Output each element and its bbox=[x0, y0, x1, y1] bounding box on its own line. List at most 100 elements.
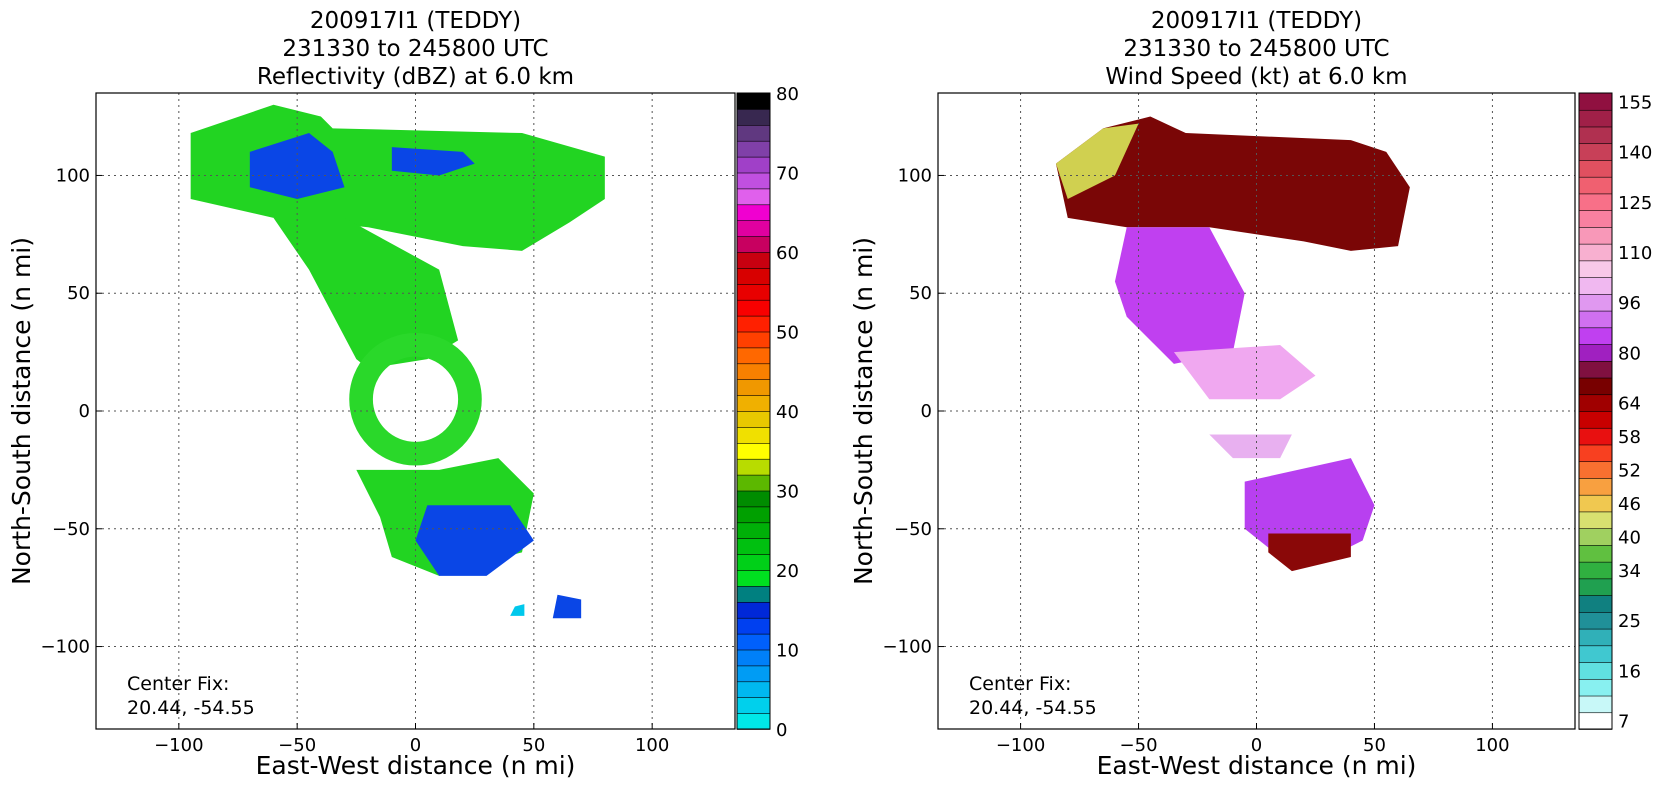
colorbar-bin bbox=[736, 521, 771, 539]
colorbar-bin bbox=[736, 696, 771, 714]
x-axis-label: East-West distance (n mi) bbox=[256, 751, 576, 780]
colorbar-bin bbox=[1578, 594, 1613, 613]
colorbar-bin bbox=[736, 585, 771, 603]
field-layer bbox=[190, 104, 605, 619]
swath-south-red bbox=[1268, 533, 1351, 572]
x-axis-label: East-West distance (n mi) bbox=[1097, 751, 1417, 780]
axis-ticks: −100 −50 0 50 100 −100 −50 0 50 100 bbox=[41, 165, 670, 756]
colorbar-tick-label: 80 bbox=[776, 84, 799, 105]
colorbar-bin bbox=[1578, 293, 1613, 312]
colorbar-bin bbox=[1578, 661, 1613, 680]
colorbar-bin bbox=[736, 617, 771, 635]
colorbar-bin bbox=[736, 474, 771, 492]
x-tick-label: −50 bbox=[278, 735, 316, 756]
colorbar-bin bbox=[1578, 695, 1613, 714]
colorbar-bin bbox=[1578, 578, 1613, 596]
x-tick-label: 100 bbox=[1475, 735, 1509, 756]
panel-wind-speed: −100 −50 0 50 100 −100 −50 0 50 100 200917I1 (TEDD… bbox=[849, 8, 1652, 780]
colorbar-tick-label: 25 bbox=[1618, 611, 1641, 632]
colorbar-tick-label: 40 bbox=[1618, 528, 1641, 549]
colorbar-tick-label: 125 bbox=[1618, 193, 1652, 214]
colorbar-bin bbox=[736, 267, 771, 285]
colorbar-bin bbox=[1578, 243, 1613, 262]
colorbar-bin bbox=[736, 553, 771, 571]
colorbar-bin bbox=[736, 92, 771, 110]
colorbar-bin bbox=[1578, 444, 1613, 463]
colorbar-bin bbox=[736, 633, 771, 651]
field-layer bbox=[1055, 116, 1410, 572]
swath-eyewall-arc bbox=[1173, 345, 1316, 400]
chart-title-line-1: 200917I1 (TEDDY) bbox=[310, 8, 521, 34]
colorbar-tick-label: 64 bbox=[1618, 394, 1641, 415]
x-tick-label: 100 bbox=[635, 735, 669, 756]
colorbar-bin bbox=[736, 506, 771, 524]
colorbar-bin bbox=[736, 124, 771, 142]
swath-blue-core-mid bbox=[391, 147, 475, 176]
x-tick-label: 0 bbox=[410, 735, 421, 756]
y-tick-label: 100 bbox=[898, 165, 932, 186]
colorbar-bin bbox=[736, 426, 771, 444]
colorbar-bin bbox=[1578, 711, 1613, 730]
colorbar-bin bbox=[736, 251, 771, 269]
chart-title-line-2: 231330 to 245800 UTC bbox=[282, 36, 548, 62]
swath-arm bbox=[1114, 227, 1245, 364]
colorbar-bin bbox=[1578, 561, 1613, 580]
colorbar-bin bbox=[1578, 209, 1613, 228]
colorbar-bin bbox=[1578, 511, 1613, 529]
y-tick-label: −50 bbox=[894, 519, 932, 540]
colorbar-bin bbox=[1578, 377, 1613, 396]
colorbar-bin bbox=[736, 490, 771, 508]
chart-title-line-3: Reflectivity (dBZ) at 6.0 km bbox=[257, 64, 574, 90]
colorbar-bin bbox=[1578, 176, 1613, 195]
colorbar-bin bbox=[736, 188, 771, 206]
colorbar-bin bbox=[736, 362, 771, 380]
colorbar-bin bbox=[736, 601, 771, 619]
swath-small-echo bbox=[510, 604, 525, 616]
colorbar-bin bbox=[736, 378, 771, 396]
colorbar-tick-label: 7 bbox=[1618, 712, 1629, 733]
colorbar-tick-label: 0 bbox=[776, 720, 787, 741]
y-tick-label: −100 bbox=[883, 637, 932, 658]
colorbar-tick-label: 50 bbox=[776, 323, 799, 344]
colorbar-bin bbox=[1578, 494, 1613, 513]
colorbar-bin bbox=[736, 299, 771, 317]
y-axis-label: North-South distance (n mi) bbox=[7, 237, 36, 585]
colorbar-bin bbox=[1578, 310, 1613, 329]
colorbar-bin bbox=[736, 569, 771, 587]
colorbar-bin bbox=[1578, 393, 1613, 412]
colorbar-tick-label: 30 bbox=[776, 482, 799, 503]
swath-isolated-echo bbox=[552, 594, 582, 619]
colorbar-bin bbox=[736, 140, 771, 158]
y-axis-label: North-South distance (n mi) bbox=[849, 237, 878, 585]
colorbar-tick-label: 58 bbox=[1618, 427, 1641, 448]
colorbar-tick-label: 16 bbox=[1618, 661, 1641, 682]
x-tick-label: −50 bbox=[1120, 735, 1158, 756]
colorbar: 7 16 25 34 40 46 52 58 64 80 96 110 125 140 155 bbox=[1578, 92, 1652, 733]
x-tick-label: 50 bbox=[522, 735, 545, 756]
colorbar-bin bbox=[1578, 645, 1613, 663]
chart-title-line-1: 200917I1 (TEDDY) bbox=[1151, 8, 1362, 34]
colorbar-tick-label: 46 bbox=[1618, 494, 1641, 515]
colorbar-bin bbox=[1578, 410, 1613, 429]
chart-title-line-2: 231330 to 245800 UTC bbox=[1123, 36, 1389, 62]
colorbar-bin bbox=[1578, 159, 1613, 178]
colorbar-bin bbox=[1578, 142, 1613, 161]
colorbar-tick-label: 52 bbox=[1618, 461, 1641, 482]
y-tick-label: 100 bbox=[56, 165, 90, 186]
center-fix-label: Center Fix: bbox=[127, 673, 229, 695]
colorbar-bin bbox=[1578, 92, 1613, 111]
colorbar-bin bbox=[736, 172, 771, 190]
colorbar-bin bbox=[1578, 343, 1613, 362]
colorbar-bin bbox=[736, 458, 771, 476]
grid bbox=[96, 93, 735, 729]
y-tick-label: −100 bbox=[41, 637, 90, 658]
colorbar-bin bbox=[736, 665, 771, 683]
colorbar-bin bbox=[1578, 611, 1613, 630]
y-tick-label: 50 bbox=[909, 283, 932, 304]
axis-ticks: −100 −50 0 50 100 −100 −50 0 50 100 bbox=[883, 165, 1510, 756]
grid bbox=[938, 93, 1575, 729]
colorbar-bin bbox=[1578, 477, 1613, 496]
colorbar-bin bbox=[736, 108, 771, 126]
swath-eyewall-south bbox=[1209, 434, 1292, 459]
